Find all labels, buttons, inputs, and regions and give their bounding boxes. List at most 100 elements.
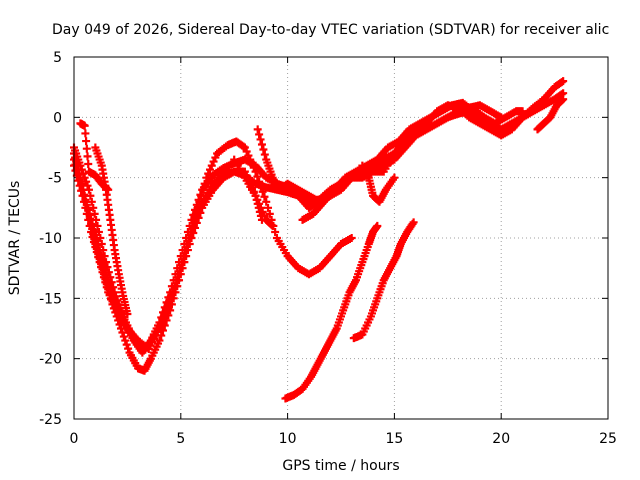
data-point [242, 147, 251, 156]
data-point [253, 125, 262, 134]
data-point [155, 318, 164, 327]
data-point [256, 182, 265, 191]
data-point [257, 140, 266, 149]
data-point [559, 77, 568, 86]
data-point [171, 270, 180, 279]
data-point [253, 172, 262, 181]
data-point [111, 296, 120, 305]
data-point [164, 293, 173, 302]
data-point [194, 195, 203, 204]
data-point [255, 199, 264, 208]
data-point [207, 161, 216, 170]
data-point [347, 234, 356, 242]
data-point [94, 241, 103, 250]
data-point [82, 177, 91, 186]
data-point [75, 175, 84, 184]
data-point [255, 177, 264, 186]
data-point [173, 264, 182, 273]
data-point [121, 336, 130, 345]
data-point [253, 195, 262, 204]
data-point [390, 173, 399, 182]
data-point [81, 129, 90, 138]
data-point [260, 192, 269, 201]
data-point [518, 107, 527, 116]
data-point [81, 195, 90, 204]
data-point [124, 344, 133, 353]
series-track-4 [70, 101, 506, 357]
data-point [185, 221, 194, 230]
data-point [92, 236, 101, 245]
x-tick-label: 15 [385, 431, 403, 447]
data-point [559, 95, 568, 104]
data-point [240, 143, 249, 152]
plot-border [73, 56, 609, 420]
data-point [268, 221, 277, 230]
data-point [74, 170, 83, 179]
y-tick-label: -10 [39, 231, 62, 247]
data-point [88, 220, 97, 229]
data-point [119, 332, 128, 341]
series-track-7 [230, 155, 277, 230]
data-point [192, 200, 201, 209]
data-point [80, 173, 89, 182]
data-point [95, 246, 104, 255]
series-track-5 [76, 119, 113, 194]
data-point [265, 209, 274, 218]
data-point [191, 205, 200, 214]
data-point [98, 256, 107, 265]
y-tick-label: -20 [39, 352, 62, 368]
series-track-13 [281, 221, 382, 403]
data-point [271, 227, 280, 236]
data-point [102, 271, 111, 280]
y-tick-label: -15 [39, 291, 62, 307]
data-point [260, 211, 269, 220]
data-point [182, 234, 191, 242]
data-series [70, 77, 568, 403]
data-point [85, 210, 94, 219]
data-point [97, 251, 106, 260]
data-point [183, 227, 192, 236]
x-axis-label: GPS time / hours [282, 458, 399, 474]
data-point [123, 310, 132, 319]
data-point [209, 157, 218, 166]
data-point [256, 135, 265, 144]
data-point [251, 191, 260, 200]
data-point [109, 292, 118, 301]
data-point [167, 282, 176, 291]
data-point [155, 336, 164, 345]
series-track-6 [91, 143, 132, 319]
data-point [259, 145, 268, 154]
data-point [122, 340, 131, 349]
data-point [196, 190, 205, 199]
data-point [105, 280, 114, 289]
data-point [258, 187, 267, 196]
data-point [80, 121, 89, 130]
data-point [79, 190, 88, 199]
y-tick-labels: -25 -20 -15 -10 -5 0 5 [39, 50, 62, 428]
data-point [118, 328, 127, 337]
data-point [211, 153, 220, 162]
data-point [176, 252, 185, 261]
data-point [84, 159, 93, 168]
data-point [175, 258, 184, 267]
data-point [187, 215, 196, 224]
data-point [108, 288, 117, 297]
data-point [99, 261, 108, 270]
data-point [262, 197, 271, 206]
data-point [205, 165, 214, 174]
data-point [497, 125, 506, 134]
data-point [264, 203, 273, 212]
data-point [258, 207, 267, 216]
series-track-10 [358, 161, 399, 206]
data-point [157, 313, 166, 322]
data-point [159, 308, 167, 317]
data-point [71, 160, 80, 169]
y-tick-label: 0 [53, 110, 62, 126]
data-point [256, 203, 265, 212]
data-point [162, 298, 171, 307]
x-tick-labels: 0 5 10 15 20 25 [70, 431, 617, 447]
data-point [77, 180, 86, 189]
data-point [107, 284, 116, 293]
x-tick-label: 20 [492, 431, 510, 447]
